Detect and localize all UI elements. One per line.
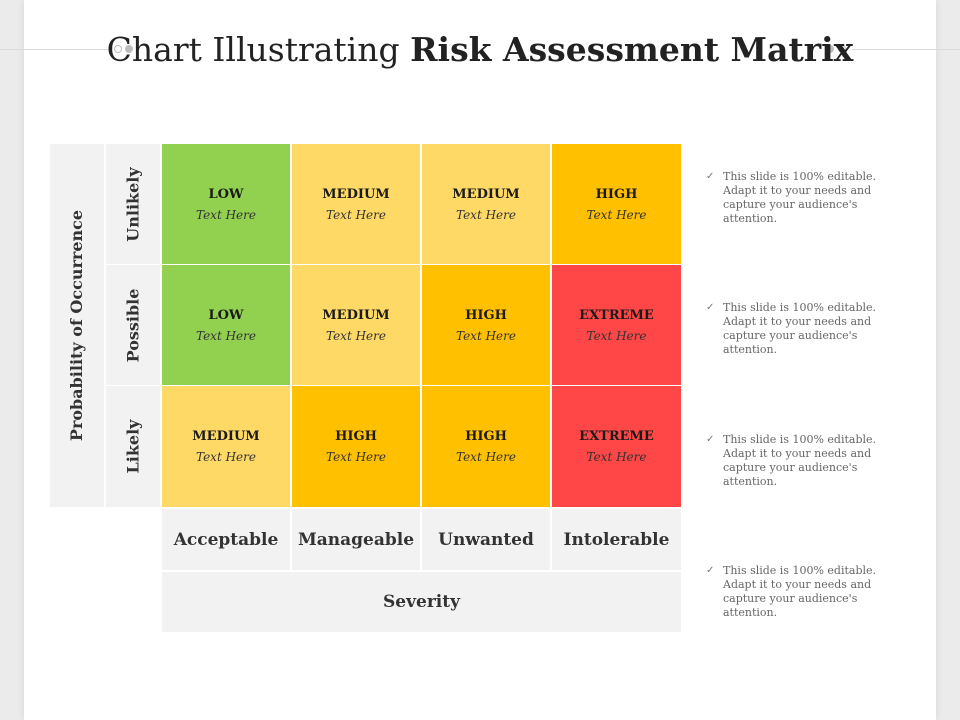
cell-text: Text Here xyxy=(326,207,386,222)
title-bold: Risk Assessment Matrix xyxy=(410,30,854,69)
note-text: This slide is 100% editable. Adapt it to… xyxy=(723,433,877,488)
cell-text: Text Here xyxy=(196,328,256,343)
cell-text: Text Here xyxy=(196,450,256,464)
checkmark-icon: ✓ xyxy=(706,565,715,576)
cell-text: Text Here xyxy=(326,450,386,464)
matrix-cell: HIGH Text Here xyxy=(422,265,550,385)
y-axis-label: Probability of Occurrence xyxy=(50,144,104,507)
matrix-cell: HIGH Text Here xyxy=(552,144,681,264)
row-label-text: Likely xyxy=(123,419,143,474)
cell-text: Text Here xyxy=(586,328,647,343)
row-label-text: Possible xyxy=(123,288,143,362)
row-label-bg xyxy=(106,144,160,264)
matrix-cell: MEDIUM Text Here xyxy=(162,386,290,507)
cell-text: Text Here xyxy=(586,450,647,464)
matrix-cell: MEDIUM Text Here xyxy=(422,144,550,264)
title-dot-icon xyxy=(114,45,122,53)
row-label-text: Unlikely xyxy=(123,166,143,242)
matrix-cell: LOW Text Here xyxy=(162,144,290,264)
title-light: Chart Illustrating xyxy=(106,30,411,69)
matrix-cell: HIGH Text Here xyxy=(422,386,550,507)
cell-level: LOW xyxy=(208,307,244,323)
checkmark-icon: ✓ xyxy=(706,434,715,445)
severity-label-intolerable: Intolerable xyxy=(552,509,681,570)
note-item: ✓ This slide is 100% editable. Adapt it … xyxy=(706,301,906,357)
cell-level: MEDIUM xyxy=(322,186,390,202)
cell-level: MEDIUM xyxy=(192,429,260,444)
checkmark-icon: ✓ xyxy=(706,171,715,182)
checkmark-icon: ✓ xyxy=(706,302,715,313)
severity-label-acceptable: Acceptable xyxy=(162,509,290,570)
row-label-likely: Likely xyxy=(106,386,160,507)
matrix-cell: LOW Text Here xyxy=(162,265,290,385)
cell-level: MEDIUM xyxy=(452,186,520,202)
title-dot-icon xyxy=(125,45,133,53)
y-axis-label-text: Probability of Occurrence xyxy=(67,209,87,442)
row-label-bg xyxy=(106,265,160,385)
note-text: This slide is 100% editable. Adapt it to… xyxy=(723,301,877,356)
matrix-cell: HIGH Text Here xyxy=(292,386,420,507)
row-label-possible: Possible xyxy=(106,265,160,385)
cell-level: EXTREME xyxy=(579,307,654,323)
severity-label-manageable: Manageable xyxy=(292,509,420,570)
cell-level: HIGH xyxy=(335,429,377,444)
severity-label-unwanted: Unwanted xyxy=(422,509,550,570)
cell-text: Text Here xyxy=(456,328,516,343)
cell-text: Text Here xyxy=(326,328,386,343)
row-label-bg xyxy=(106,386,160,507)
cell-level: HIGH xyxy=(465,307,507,323)
matrix-cell: MEDIUM Text Here xyxy=(292,144,420,264)
cell-level: EXTREME xyxy=(579,429,654,444)
cell-level: LOW xyxy=(208,186,244,202)
page-title: Chart Illustrating Risk Assessment Matri… xyxy=(0,28,960,72)
matrix-cell: EXTREME Text Here xyxy=(552,265,681,385)
note-item: ✓ This slide is 100% editable. Adapt it … xyxy=(706,564,906,620)
matrix-cell: MEDIUM Text Here xyxy=(292,265,420,385)
title-dot-icon xyxy=(838,45,846,53)
cell-text: Text Here xyxy=(456,450,516,464)
cell-text: Text Here xyxy=(456,207,516,222)
matrix-cell: EXTREME Text Here xyxy=(552,386,681,507)
title-divider-left xyxy=(0,49,108,50)
y-axis-label-bg xyxy=(50,144,104,507)
note-text: This slide is 100% editable. Adapt it to… xyxy=(723,564,877,619)
row-label-unlikely: Unlikely xyxy=(106,144,160,264)
cell-level: MEDIUM xyxy=(322,307,390,323)
cell-text: Text Here xyxy=(586,207,647,222)
note-item: ✓ This slide is 100% editable. Adapt it … xyxy=(706,170,906,226)
cell-level: HIGH xyxy=(465,429,507,444)
cell-level: HIGH xyxy=(595,186,638,202)
title-dot-icon xyxy=(826,45,834,53)
note-text: This slide is 100% editable. Adapt it to… xyxy=(723,170,877,225)
x-axis-label: Severity xyxy=(162,572,681,632)
cell-text: Text Here xyxy=(196,207,256,222)
title-divider-right xyxy=(852,49,960,50)
note-item: ✓ This slide is 100% editable. Adapt it … xyxy=(706,433,906,489)
